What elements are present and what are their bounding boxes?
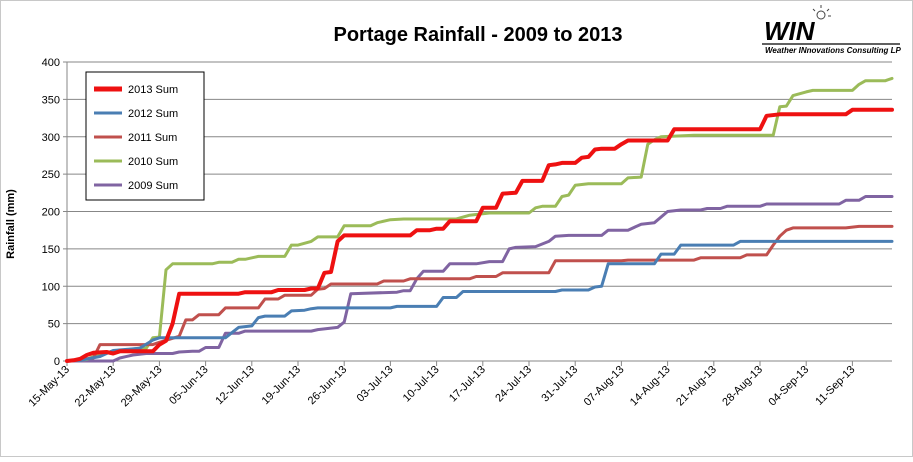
y-tick-label: 150 — [42, 244, 60, 256]
chart-title: Portage Rainfall - 2009 to 2013 — [333, 24, 622, 46]
series-line — [65, 224, 894, 363]
y-tick-label: 250 — [42, 169, 60, 181]
y-tick-label: 50 — [48, 319, 60, 331]
y-tick-label: 0 — [54, 356, 60, 368]
logo-brand: WIN — [764, 16, 816, 46]
legend-label: 2010 Sum — [128, 156, 178, 168]
legend-label: 2011 Sum — [128, 132, 177, 144]
series-line — [65, 76, 894, 363]
y-tick-label: 100 — [42, 281, 60, 293]
sun-icon — [812, 5, 831, 20]
logo-tagline: Weather INnovations Consulting LP — [765, 46, 902, 55]
y-tick-label: 400 — [42, 57, 60, 69]
y-axis-label: Rainfall (mm) — [5, 189, 17, 259]
legend-label: 2009 Sum — [128, 180, 178, 192]
legend-label: 2013 Sum — [128, 84, 178, 96]
axes — [66, 62, 892, 362]
legend: 2013 Sum 2012 Sum 2011 Sum 2010 Sum 2009 Sum — [85, 71, 205, 201]
y-tick-label: 350 — [42, 94, 60, 106]
y-tick-label: 300 — [42, 132, 60, 144]
y-tick-label: 200 — [42, 207, 60, 219]
series-line — [65, 239, 894, 363]
series-lines — [65, 76, 894, 363]
series-line — [65, 107, 894, 363]
series-line — [65, 195, 894, 363]
win-logo: WIN Weather INnovations Consulting LP — [762, 5, 902, 55]
legend-label: 2012 Sum — [128, 108, 178, 120]
